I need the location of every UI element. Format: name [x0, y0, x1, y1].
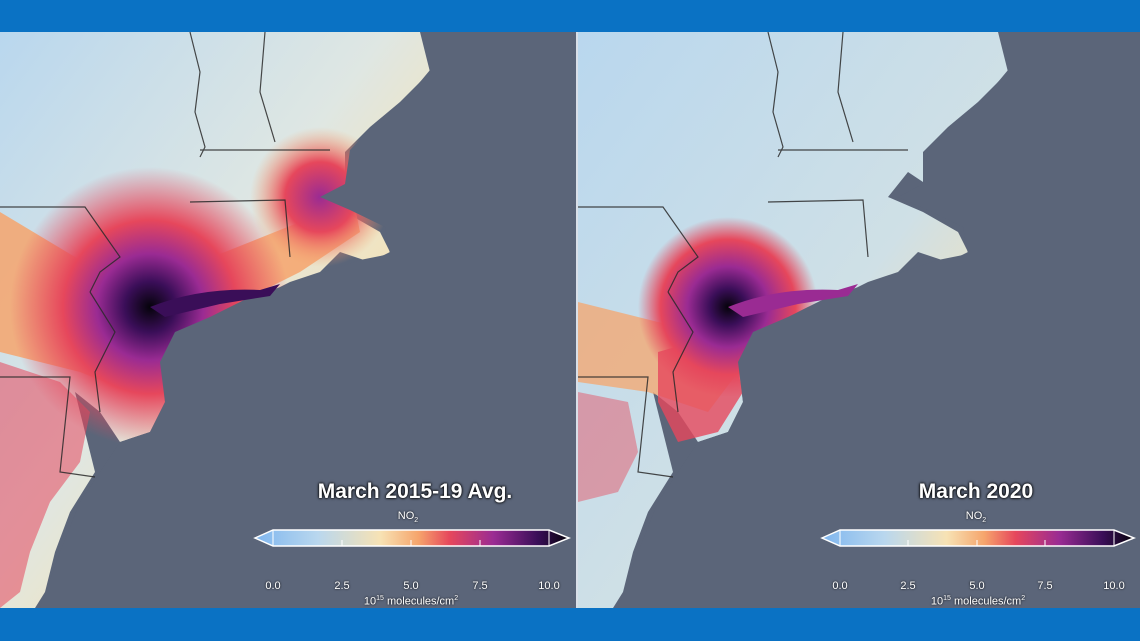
tick-label: 0.0 — [832, 580, 848, 592]
tick-label: 7.5 — [472, 580, 488, 592]
panel-title: March 2020 — [918, 480, 1034, 503]
no2-map-left — [0, 32, 576, 608]
tick-label: 5.0 — [969, 580, 985, 592]
units-label: 1015 molecules/cm2 — [930, 595, 1026, 608]
variable-label: NO2 — [965, 510, 987, 525]
tick-label: 10.0 — [538, 580, 560, 592]
top-frame-band — [0, 0, 1140, 32]
tick-label: 2.5 — [900, 580, 916, 592]
tick-label: 2.5 — [334, 580, 350, 592]
map-panel-2015-19: March 2015-19 Avg. NO2 0.0 2.5 5.0 7. — [0, 32, 576, 608]
tick-label: 0.0 — [265, 580, 281, 592]
tick-label: 7.5 — [1037, 580, 1053, 592]
no2-map-right — [578, 32, 1140, 608]
colorbar — [253, 529, 572, 547]
panel-title: March 2015-19 Avg. — [317, 480, 513, 503]
bottom-frame-band — [0, 608, 1140, 641]
tick-label: 10.0 — [1103, 580, 1125, 592]
tick-label: 5.0 — [403, 580, 419, 592]
panel-divider — [576, 32, 578, 608]
colorbar — [820, 529, 1137, 547]
variable-label: NO2 — [397, 510, 419, 525]
map-panel-2020: March 2020 NO2 0.0 2.5 5.0 7.5 10.0 — [578, 32, 1140, 608]
units-label: 1015 molecules/cm2 — [363, 595, 459, 608]
